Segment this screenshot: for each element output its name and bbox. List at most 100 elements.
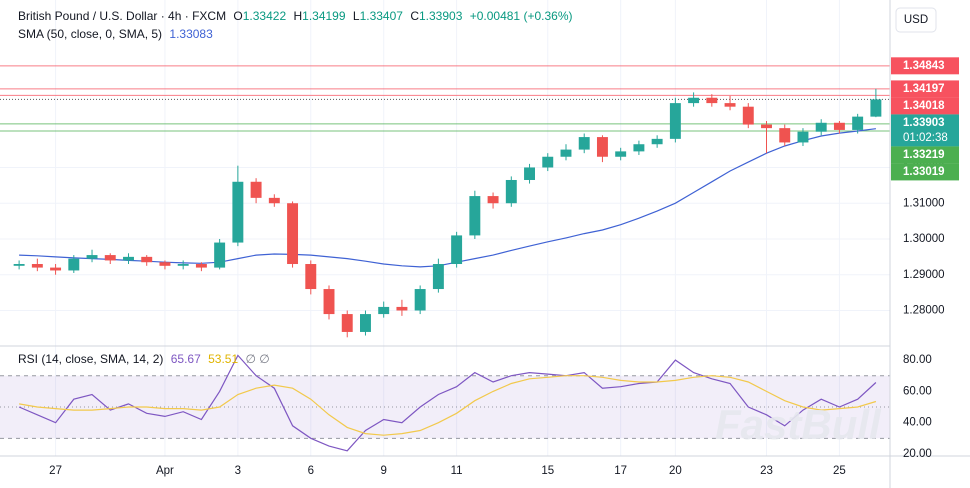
y-tick-label: 1.30000 xyxy=(903,233,945,245)
y-tick-label: 20.00 xyxy=(903,448,932,460)
x-tick-label: 3 xyxy=(235,465,241,477)
candle-body xyxy=(159,262,171,266)
symbol: British Pound / U.S. Dollar · 4h · FXCM xyxy=(18,9,226,23)
price-label-box xyxy=(891,97,959,115)
candle-body xyxy=(688,97,700,104)
price-label-box xyxy=(891,80,959,98)
rsi-ma-value: 53.51 xyxy=(208,352,238,366)
y-tick-label: 40.00 xyxy=(903,417,932,429)
candle-body xyxy=(177,264,189,266)
x-tick-label: Apr xyxy=(156,465,174,477)
y-tick-label: 60.00 xyxy=(903,385,932,397)
candle-body xyxy=(86,255,98,259)
candle-body xyxy=(724,103,736,107)
candle-body xyxy=(250,181,262,198)
candle-body xyxy=(323,289,335,315)
x-tick-label: 9 xyxy=(380,465,386,477)
rsi-line xyxy=(18,375,877,436)
candle-body xyxy=(815,122,827,132)
candle-body xyxy=(761,124,772,129)
candle-body xyxy=(633,144,645,152)
countdown: 01:02:38 xyxy=(903,132,948,144)
candle-body xyxy=(542,156,554,168)
rsi-extra: ∅ ∅ xyxy=(245,352,269,366)
y-tick-label: 1.28000 xyxy=(903,305,945,317)
candle-body xyxy=(360,314,371,332)
candle-body xyxy=(31,264,43,268)
price-label: 1.33019 xyxy=(903,166,945,178)
candle-body xyxy=(870,99,882,117)
legend-sma: SMA (50, close, 0, SMA, 5) 1.33083 xyxy=(18,27,213,41)
grid xyxy=(0,0,890,456)
candle-body xyxy=(505,179,517,204)
candle-body xyxy=(852,116,864,130)
price-label-box xyxy=(891,114,959,147)
price-label: 1.33219 xyxy=(903,149,945,161)
rsi-line xyxy=(18,354,877,452)
currency-button[interactable] xyxy=(895,7,937,33)
sma-line xyxy=(19,128,876,268)
candle-body xyxy=(779,128,791,143)
price-label-box xyxy=(891,146,959,164)
candle-body xyxy=(232,181,244,243)
x-tick-label: 11 xyxy=(451,465,463,477)
currency[interactable]: USD xyxy=(904,14,928,26)
sma-name: SMA (50, close, 0, SMA, 5) xyxy=(18,27,162,41)
sma-value: 1.33083 xyxy=(169,27,213,41)
candle-body xyxy=(341,314,353,332)
price-label: 1.33903 xyxy=(903,117,945,129)
candle-body xyxy=(414,289,426,311)
candle-body xyxy=(68,258,80,271)
candle-body xyxy=(669,103,681,139)
watermark: FastBull xyxy=(715,401,882,448)
price-label-box xyxy=(891,57,959,75)
candle-body xyxy=(578,137,590,150)
rsi-title: RSI (14, close, SMA, 14, 2) xyxy=(18,352,163,366)
ohlc-label: L xyxy=(353,9,360,23)
price-label: 1.34018 xyxy=(903,100,945,112)
rsi-value: 65.67 xyxy=(171,352,201,366)
y-tick-label: 1.31000 xyxy=(903,197,945,209)
candle-body xyxy=(195,264,207,268)
candle-body xyxy=(432,264,444,290)
price-label: 1.34843 xyxy=(903,60,945,72)
x-tick-label: 23 xyxy=(760,465,773,477)
x-tick-label: 27 xyxy=(49,465,62,477)
candle-body xyxy=(287,203,299,265)
price-label: 1.34197 xyxy=(903,83,945,95)
ohlc-label: H xyxy=(293,9,302,23)
legend-main: British Pound / U.S. Dollar · 4h · FXCM … xyxy=(18,9,572,23)
x-tick-label: 20 xyxy=(669,465,682,477)
candle-body xyxy=(706,97,718,104)
candle-body xyxy=(833,122,845,130)
candle-body xyxy=(651,138,663,145)
change: +0.00481 xyxy=(470,9,521,23)
change-pct: (+0.36%) xyxy=(523,9,572,23)
price-label-box xyxy=(891,163,959,181)
candle-body xyxy=(104,255,116,261)
candle-body xyxy=(50,267,62,271)
ohlc-value: 1.33407 xyxy=(360,9,404,23)
candle-body xyxy=(615,151,627,157)
ohlc-label: C xyxy=(410,9,419,23)
plot xyxy=(0,65,890,452)
candle-body xyxy=(596,137,608,157)
candle-body xyxy=(123,256,134,261)
x-tick-label: 25 xyxy=(833,465,846,477)
ohlc-value: 1.34199 xyxy=(302,9,346,23)
candle-body xyxy=(524,167,535,180)
ohlc-label: O xyxy=(233,9,242,23)
legend-rsi: RSI (14, close, SMA, 14, 2) 65.67 53.51 … xyxy=(18,352,270,366)
candle-body xyxy=(396,306,408,311)
y-tick-label: 80.00 xyxy=(903,354,932,366)
candle-body xyxy=(487,196,499,204)
candle-body xyxy=(305,264,317,290)
candle-body xyxy=(469,196,481,236)
candle-body xyxy=(797,131,809,143)
candle-body xyxy=(13,264,25,266)
x-tick-label: 15 xyxy=(541,465,554,477)
ohlc-value: 1.33422 xyxy=(243,9,287,23)
x-tick-label: 17 xyxy=(614,465,627,477)
candle-body xyxy=(742,106,754,125)
